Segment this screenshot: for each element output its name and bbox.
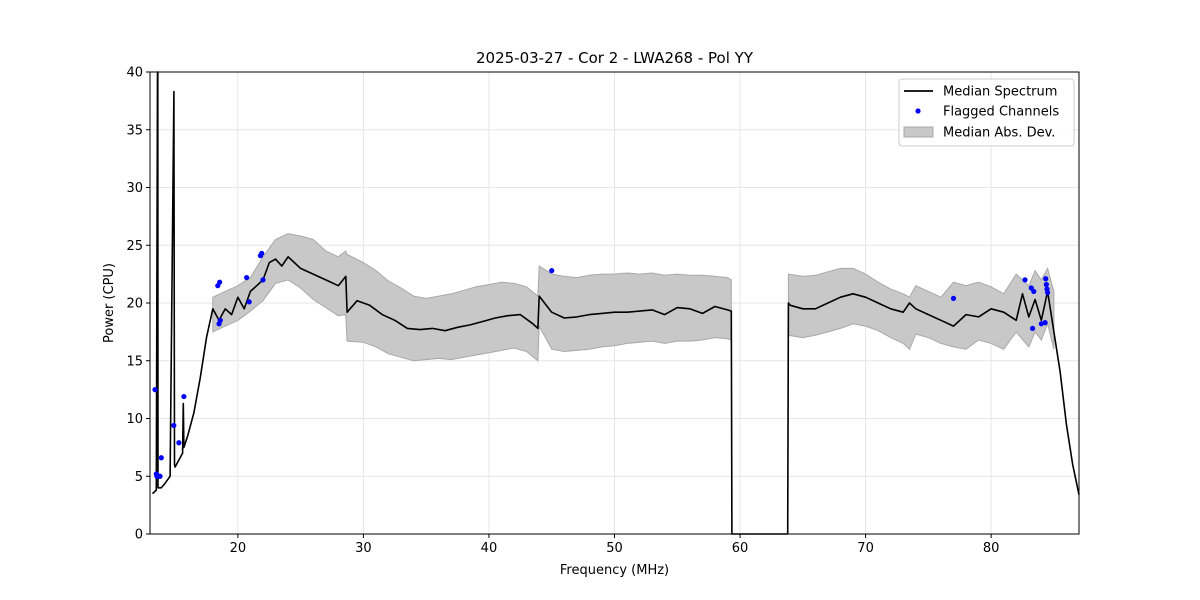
flagged-point [217, 279, 223, 285]
legend-patch-swatch [903, 126, 934, 138]
legend: Median Spectrum Flagged Channels Median Ab… [898, 78, 1075, 147]
legend-label: Median Abs. Dev. [943, 126, 1055, 141]
x-tick-label: 30 [355, 541, 372, 556]
y-tick-label: 20 [126, 297, 143, 312]
legend-label: Median Spectrum [943, 85, 1057, 100]
flagged-point [171, 422, 177, 429]
y-tick-label: 15 [126, 354, 143, 369]
x-axis-label: Frequency (MHz) [560, 563, 669, 578]
flagged-point [217, 317, 223, 323]
x-tick-label: 80 [983, 541, 1000, 556]
flagged-point [1042, 320, 1048, 326]
y-tick-label: 25 [126, 239, 143, 254]
y-tick-label: 35 [126, 123, 143, 138]
flagged-point [950, 295, 957, 301]
chart-title: 2025-03-27 - Cor 2 - LWA268 - Pol YY [476, 49, 754, 67]
y-tick-label: 10 [126, 412, 143, 427]
y-tick-label: 40 [126, 66, 143, 81]
axis-ticks: 20 30 40 50 60 70 80 0 5 10 15 20 25 30 35 40 [126, 66, 999, 557]
flagged-point [1022, 277, 1028, 283]
flagged-point [1045, 290, 1051, 296]
y-tick-label: 5 [135, 470, 143, 485]
flagged-point [157, 473, 163, 479]
median-abs-dev-band [212, 233, 1055, 362]
x-tick-label: 20 [230, 541, 247, 556]
median-spectrum-path [151, 71, 1080, 535]
x-tick-label: 70 [857, 541, 874, 556]
y-axis-label: Power (CPU) [102, 263, 117, 343]
flagged-point [1043, 281, 1049, 288]
legend-marker-swatch [915, 108, 921, 114]
flagged-point [246, 299, 252, 305]
legend-box [898, 78, 1075, 147]
flagged-point [152, 387, 158, 393]
x-tick-label: 50 [606, 541, 623, 556]
flagged-channels [152, 250, 1051, 479]
flagged-point [158, 455, 164, 461]
flagged-point [1031, 288, 1037, 295]
flagged-point [244, 274, 250, 281]
flagged-point [181, 393, 187, 400]
flagged-point [549, 268, 555, 274]
flagged-point [1043, 276, 1049, 282]
x-tick-label: 40 [481, 541, 498, 556]
legend-label: Flagged Channels [943, 105, 1059, 120]
median-spectrum-line [151, 71, 1080, 535]
x-tick-label: 60 [732, 541, 749, 556]
flagged-point [260, 277, 266, 283]
y-tick-label: 30 [126, 181, 143, 196]
flagged-point [176, 440, 182, 446]
flagged-point [259, 250, 265, 256]
y-tick-label: 0 [135, 528, 143, 543]
flagged-point [1029, 325, 1036, 332]
mad-band-2 [787, 267, 1055, 351]
